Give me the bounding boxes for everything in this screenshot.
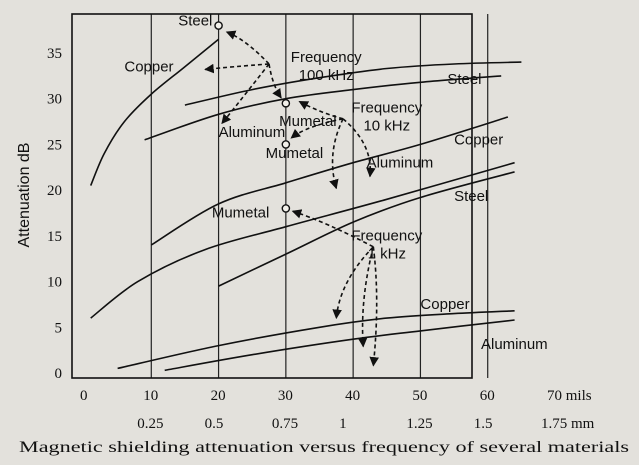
arrow-f10k-1 [298,100,344,120]
x-tick-label-mils: 50 [412,388,427,404]
x-tick-label-mils: 30 [278,388,293,404]
marker-steel-f100k [214,21,223,30]
y-tick-label: 25 [47,137,62,153]
y-tick-label: 35 [47,46,62,62]
x-tick-label-mm: 1 [339,416,347,432]
arrow-f100k-2 [268,63,282,99]
curve-copper-f10k [144,75,502,141]
marker-mumetal-f10k [281,140,291,149]
series-label-steel-f100k: Steel [178,13,212,30]
caption: Magnetic shielding attenuation versus fr… [19,439,629,456]
curve-aluminum-f1k [164,319,515,372]
frequency-labels: Frequency 100 kHz Frequency 10 kHz Frequency… [291,49,423,262]
arrow-f100k-1 [204,63,270,74]
frequency-label-f10k: Frequency 10 kHz [351,99,422,134]
marker-mumetal-f1k [281,204,291,213]
x-tick-label-mm: 0.25 [137,416,163,432]
x-tick-label-mils: 10 [143,388,158,404]
y-tick-label: 15 [47,229,62,245]
plot-frame [71,13,473,379]
arrow-f10k-3 [342,118,376,178]
curve-copper-f1k [117,310,515,370]
curve-aluminum-f10k [150,116,509,246]
y-tick-label: 10 [47,275,62,291]
series-label-aluminum-f1k: Aluminum [481,336,548,353]
x-tick-label-mils: 70 mils [547,388,592,404]
series-label-aluminum-f10k: Aluminum [219,124,286,141]
y-tick-label: 0 [55,366,63,382]
x-tick-label-mm: 0.5 [205,416,224,432]
y-axis-label: Attenuation dB [16,143,33,248]
arrow-f1k-3 [369,246,379,367]
x-tick-label-mils: 0 [80,388,88,404]
y-tick-label: 30 [47,92,62,108]
arrow-f100k-0 [225,30,270,65]
x-tick-label-mm: 0.75 [272,416,298,432]
curve-copper-f100k [89,38,220,186]
x-tick-label-mils: 60 [480,388,495,404]
series-labels: CopperSteelMumetalSteelCopperAluminumMum… [124,13,547,354]
frequency-label-f1k: Frequency 1 kHz [351,227,422,262]
series-label-copper-f1k: Copper [420,296,469,313]
x-tick-label-mils: 20 [211,388,226,404]
frequency-arrows [204,30,379,367]
curve-steel-f10k [184,61,522,106]
series-label-aluminum-f10k: Aluminum [367,154,434,171]
arrow-f100k-3 [221,63,270,125]
curves [89,38,522,372]
curve-steel-f1k [218,171,515,287]
y-tick-labels: 0 5 10 15 20 25 30 35 [47,46,62,382]
x-tick-labels-mm: 0.25 0.5 0.75 1 1.25 1.5 1.75 mm [137,416,594,432]
series-label-steel-f10k: Steel [447,71,481,88]
series-label-copper-f10k: Copper [454,131,503,148]
x-tick-labels-mils: 0 10 20 30 40 50 60 70 mils [80,388,592,404]
x-tick-label-mm: 1.5 [474,416,493,432]
series-label-copper-f100k: Copper [124,58,173,75]
marker-mumetal-f100k [281,98,291,108]
series-label-mumetal-f1k: Mumetal [212,205,270,222]
arrow-f10k-2 [329,118,344,190]
arrow-f1k-0 [291,209,374,248]
series-label-steel-f1k: Steel [454,188,488,205]
y-tick-label: 5 [55,320,63,336]
arrow-f1k-2 [357,246,375,348]
grid [150,14,489,378]
frequency-label-f100k: Frequency 100 kHz [291,49,362,84]
x-tick-label-mils: 40 [345,388,360,404]
arrow-f10k-0 [290,118,344,139]
x-tick-label-mm: 1.75 mm [541,416,595,432]
x-tick-label-mm: 1.25 [406,416,432,432]
arrow-f1k-1 [332,246,374,320]
markers [214,21,291,213]
curve-mumetal-f1k [90,161,515,319]
series-label-mumetal-f100k: Mumetal [279,113,337,130]
y-tick-label: 20 [47,183,62,199]
series-label-mumetal-f10k: Mumetal [266,145,324,162]
